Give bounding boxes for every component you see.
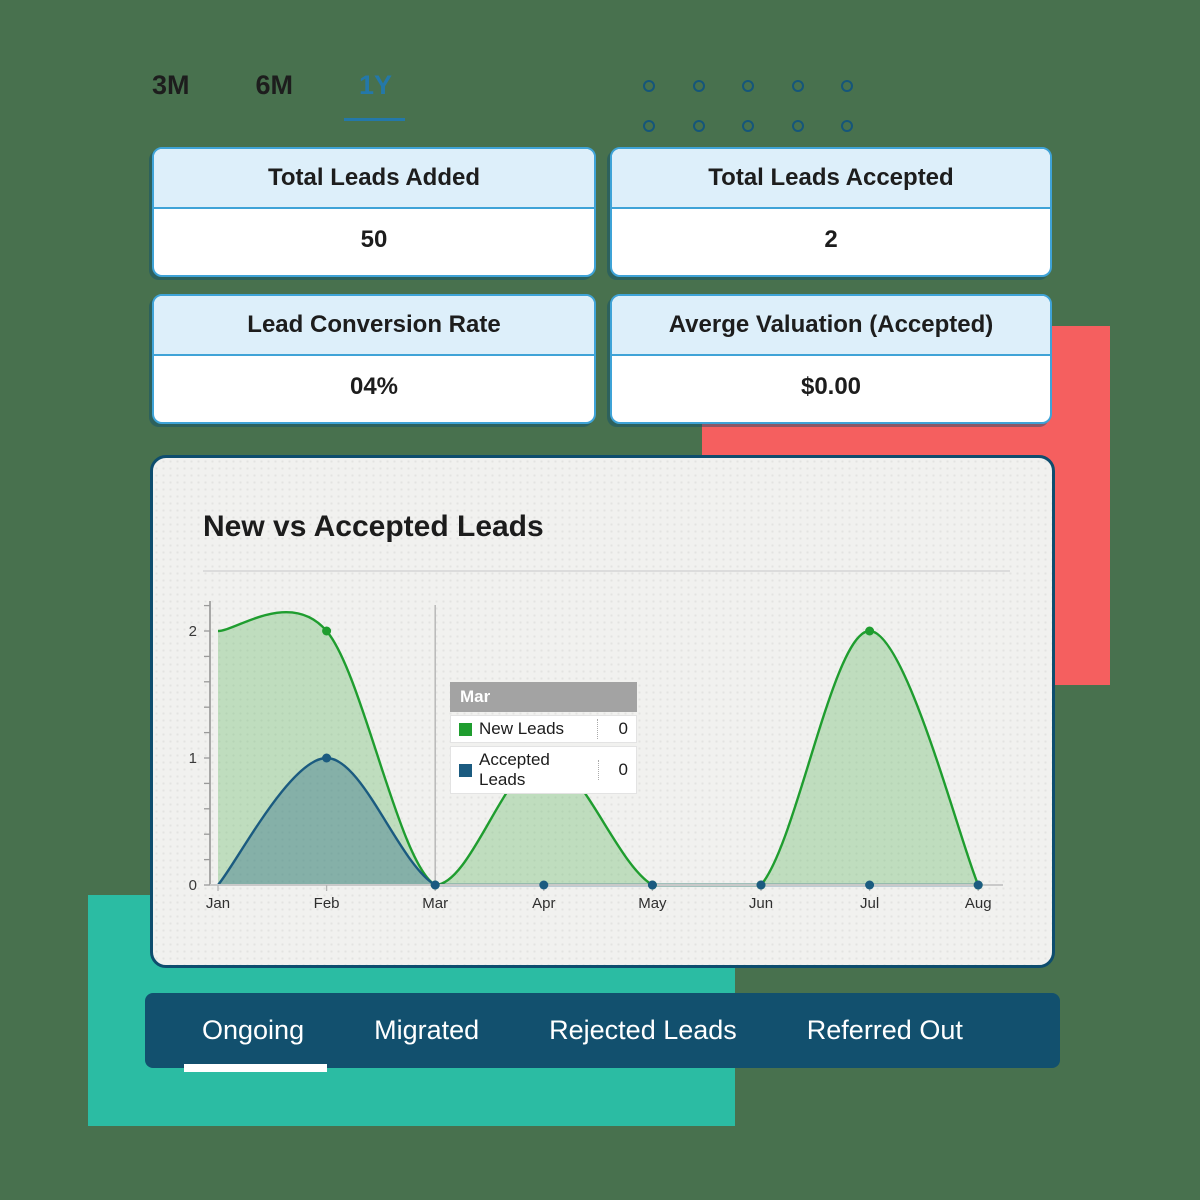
svg-text:Aug: Aug — [965, 895, 992, 912]
leads-area-chart[interactable]: 0 1 2 Jan Feb Mar Apr May Jun Jul Aug — [153, 458, 1052, 965]
svg-text:Apr: Apr — [532, 895, 555, 912]
svg-text:2: 2 — [189, 623, 197, 640]
svg-text:1: 1 — [189, 750, 197, 767]
tab-3m[interactable]: 3M — [152, 70, 190, 100]
stat-card-total-leads-accepted: Total Leads Accepted 2 — [610, 147, 1052, 277]
tab-ongoing-label: Ongoing — [202, 1015, 305, 1045]
svg-text:May: May — [638, 895, 667, 912]
svg-text:Feb: Feb — [314, 895, 340, 912]
stat-card-value: $0.00 — [800, 373, 862, 400]
active-bottom-tab-underline — [184, 1064, 327, 1072]
dot-ring-icon — [841, 120, 853, 132]
accepted-leads-swatch-icon — [459, 763, 472, 777]
chart-title: New vs Accepted Leads — [203, 510, 544, 543]
dot-ring-icon — [643, 120, 655, 132]
tooltip-header: Mar — [450, 682, 637, 712]
svg-text:Jul: Jul — [860, 895, 879, 912]
tooltip-row-accepted-leads: Accepted Leads 0 — [450, 746, 637, 794]
stat-card-title: Total Leads Added — [154, 149, 594, 209]
time-range-tabs: 3M 6M 1Y — [152, 70, 406, 121]
chart-divider — [203, 570, 1010, 572]
dot-ring-icon — [643, 80, 655, 92]
bottom-tabs: Ongoing Migrated Rejected Leads Referred… — [145, 993, 1060, 1072]
stat-card-value: 2 — [824, 226, 838, 253]
tooltip-row-label: Accepted Leads — [479, 750, 550, 789]
tab-migrated[interactable]: Migrated — [374, 1015, 480, 1045]
stat-card-title: Total Leads Accepted — [612, 149, 1050, 209]
dots-decoration — [643, 80, 891, 160]
tab-6m[interactable]: 6M — [255, 70, 294, 100]
tooltip-row-label: New Leads — [479, 719, 565, 738]
svg-text:Jun: Jun — [749, 895, 773, 912]
tab-1y-label: 1Y — [359, 70, 393, 100]
stat-card-title: Lead Conversion Rate — [154, 296, 594, 356]
new-leads-swatch-icon — [459, 722, 472, 736]
dot-ring-icon — [841, 80, 853, 92]
chart-tooltip: Mar New Leads 0 Accepted Leads 0 — [450, 682, 637, 794]
tab-1y[interactable]: 1Y — [344, 70, 406, 121]
tooltip-row-value: 0 — [597, 719, 628, 739]
stat-card-value: 50 — [360, 226, 388, 253]
tooltip-row-new-leads: New Leads 0 — [450, 715, 637, 743]
tooltip-row-value: 0 — [597, 760, 628, 780]
stat-card-lead-conversion-rate: Lead Conversion Rate 04% — [152, 294, 596, 424]
dot-ring-icon — [791, 80, 804, 92]
svg-text:Mar: Mar — [422, 895, 448, 912]
svg-text:Jan: Jan — [206, 895, 230, 912]
active-tab-underline — [344, 118, 406, 121]
tab-ongoing[interactable]: Ongoing — [184, 1015, 327, 1072]
dot-ring-icon — [742, 80, 754, 92]
stat-card-value: 04% — [349, 373, 399, 400]
dot-ring-icon — [742, 120, 754, 132]
stat-card-total-leads-added: Total Leads Added 50 — [152, 147, 596, 277]
tab-rejected-leads[interactable]: Rejected Leads — [549, 1015, 737, 1045]
tab-referred-out[interactable]: Referred Out — [806, 1015, 963, 1045]
stat-card-title: Averge Valuation (Accepted) — [612, 296, 1050, 356]
dot-ring-icon — [692, 80, 705, 92]
dot-ring-icon — [791, 120, 804, 132]
stat-card-average-valuation: Averge Valuation (Accepted) $0.00 — [610, 294, 1052, 424]
chart-card: New vs Accepted Leads 0 1 2 Jan Feb Mar Apr May… — [150, 455, 1055, 968]
dot-ring-icon — [692, 120, 705, 132]
svg-text:0: 0 — [189, 877, 197, 894]
